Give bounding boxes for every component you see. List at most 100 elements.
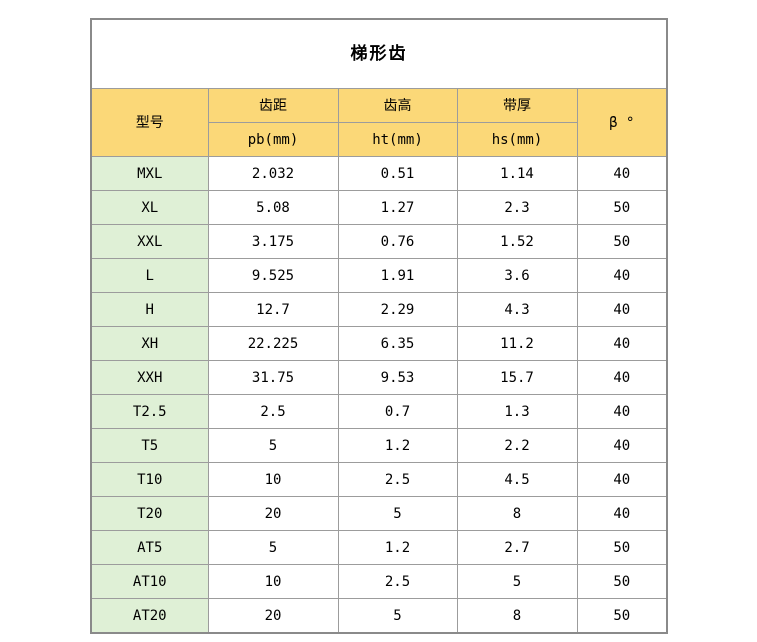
model-cell: MXL <box>90 156 209 191</box>
pb-value-cell: 12.7 <box>207 292 339 327</box>
table-row: T10 10 2.5 4.5 40 <box>90 462 668 497</box>
table-title: 梯形齿 <box>90 18 668 89</box>
ht-value-cell: 9.53 <box>337 360 458 395</box>
spec-table-container: 梯形齿 型号 齿距 齿高 带厚 β ° pb(mm) ht(mm) hs(mm)… <box>90 18 669 634</box>
ht-value-cell: 5 <box>337 496 458 531</box>
model-cell: XXH <box>90 360 209 395</box>
table-row: AT20 20 5 8 50 <box>90 598 668 634</box>
table-row: AT10 10 2.5 5 50 <box>90 564 668 599</box>
column-header-tooth-height: 齿高 <box>337 88 458 123</box>
model-cell: T5 <box>90 428 209 463</box>
hs-value-cell: 8 <box>456 598 578 634</box>
beta-value-cell: 40 <box>576 496 668 531</box>
ht-value-cell: 1.2 <box>337 428 458 463</box>
pb-value-cell: 22.225 <box>207 326 339 361</box>
pb-value-cell: 3.175 <box>207 224 339 259</box>
ht-value-cell: 5 <box>337 598 458 634</box>
column-subheader-hs: hs(mm) <box>456 122 578 157</box>
beta-value-cell: 40 <box>576 258 668 293</box>
hs-value-cell: 1.3 <box>456 394 578 429</box>
ht-value-cell: 0.76 <box>337 224 458 259</box>
model-cell: AT20 <box>90 598 209 634</box>
model-cell: T2.5 <box>90 394 209 429</box>
table-row: XXL 3.175 0.76 1.52 50 <box>90 224 668 259</box>
hs-value-cell: 2.2 <box>456 428 578 463</box>
ht-value-cell: 1.27 <box>337 190 458 225</box>
beta-value-cell: 40 <box>576 394 668 429</box>
model-cell: T10 <box>90 462 209 497</box>
beta-value-cell: 50 <box>576 598 668 634</box>
pb-value-cell: 5.08 <box>207 190 339 225</box>
pb-value-cell: 10 <box>207 462 339 497</box>
hs-value-cell: 1.14 <box>456 156 578 191</box>
pb-value-cell: 20 <box>207 496 339 531</box>
model-cell: AT10 <box>90 564 209 599</box>
ht-value-cell: 0.7 <box>337 394 458 429</box>
beta-value-cell: 40 <box>576 428 668 463</box>
pb-value-cell: 2.032 <box>207 156 339 191</box>
ht-value-cell: 1.2 <box>337 530 458 565</box>
table-row: XH 22.225 6.35 11.2 40 <box>90 326 668 361</box>
pb-value-cell: 2.5 <box>207 394 339 429</box>
pb-value-cell: 31.75 <box>207 360 339 395</box>
ht-value-cell: 2.5 <box>337 462 458 497</box>
hs-value-cell: 11.2 <box>456 326 578 361</box>
hs-value-cell: 4.5 <box>456 462 578 497</box>
hs-value-cell: 8 <box>456 496 578 531</box>
hs-value-cell: 3.6 <box>456 258 578 293</box>
trapezoid-tooth-table: 梯形齿 型号 齿距 齿高 带厚 β ° pb(mm) ht(mm) hs(mm)… <box>90 18 669 634</box>
beta-value-cell: 40 <box>576 326 668 361</box>
table-body: MXL 2.032 0.51 1.14 40 XL 5.08 1.27 2.3 50 XXL 3.17… <box>90 156 668 634</box>
ht-value-cell: 0.51 <box>337 156 458 191</box>
pb-value-cell: 20 <box>207 598 339 634</box>
beta-value-cell: 40 <box>576 156 668 191</box>
table-row: XL 5.08 1.27 2.3 50 <box>90 190 668 225</box>
table-row: T20 20 5 8 40 <box>90 496 668 531</box>
beta-value-cell: 40 <box>576 292 668 327</box>
header-row-groups: 型号 齿距 齿高 带厚 β ° <box>90 88 668 157</box>
model-cell: AT5 <box>90 530 209 565</box>
ht-value-cell: 2.29 <box>337 292 458 327</box>
model-cell: XH <box>90 326 209 361</box>
pb-value-cell: 10 <box>207 564 339 599</box>
beta-value-cell: 50 <box>576 564 668 599</box>
pb-value-cell: 9.525 <box>207 258 339 293</box>
column-header-belt-thickness: 带厚 <box>456 88 578 123</box>
table-row: XXH 31.75 9.53 15.7 40 <box>90 360 668 395</box>
pb-value-cell: 5 <box>207 530 339 565</box>
hs-value-cell: 2.7 <box>456 530 578 565</box>
pb-value-cell: 5 <box>207 428 339 463</box>
hs-value-cell: 4.3 <box>456 292 578 327</box>
model-cell: T20 <box>90 496 209 531</box>
beta-value-cell: 50 <box>576 190 668 225</box>
model-cell: XL <box>90 190 209 225</box>
table-row: H 12.7 2.29 4.3 40 <box>90 292 668 327</box>
ht-value-cell: 2.5 <box>337 564 458 599</box>
hs-value-cell: 1.52 <box>456 224 578 259</box>
column-header-beta: β ° <box>576 88 668 157</box>
model-cell: L <box>90 258 209 293</box>
table-row: T2.5 2.5 0.7 1.3 40 <box>90 394 668 429</box>
ht-value-cell: 1.91 <box>337 258 458 293</box>
model-cell: XXL <box>90 224 209 259</box>
beta-value-cell: 40 <box>576 360 668 395</box>
column-header-pitch: 齿距 <box>207 88 339 123</box>
hs-value-cell: 5 <box>456 564 578 599</box>
table-title-row: 梯形齿 <box>90 18 668 89</box>
column-subheader-pb: pb(mm) <box>207 122 339 157</box>
table-row: T5 5 1.2 2.2 40 <box>90 428 668 463</box>
table-row: L 9.525 1.91 3.6 40 <box>90 258 668 293</box>
model-cell: H <box>90 292 209 327</box>
column-subheader-ht: ht(mm) <box>337 122 458 157</box>
hs-value-cell: 15.7 <box>456 360 578 395</box>
table-row: AT5 5 1.2 2.7 50 <box>90 530 668 565</box>
column-header-model: 型号 <box>90 88 209 157</box>
table-head: 梯形齿 型号 齿距 齿高 带厚 β ° pb(mm) ht(mm) hs(mm) <box>90 18 668 157</box>
beta-value-cell: 50 <box>576 530 668 565</box>
header-row-units: pb(mm) ht(mm) hs(mm) <box>91 122 667 157</box>
table-row: MXL 2.032 0.51 1.14 40 <box>90 156 668 191</box>
ht-value-cell: 6.35 <box>337 326 458 361</box>
hs-value-cell: 2.3 <box>456 190 578 225</box>
beta-value-cell: 40 <box>576 462 668 497</box>
beta-value-cell: 50 <box>576 224 668 259</box>
